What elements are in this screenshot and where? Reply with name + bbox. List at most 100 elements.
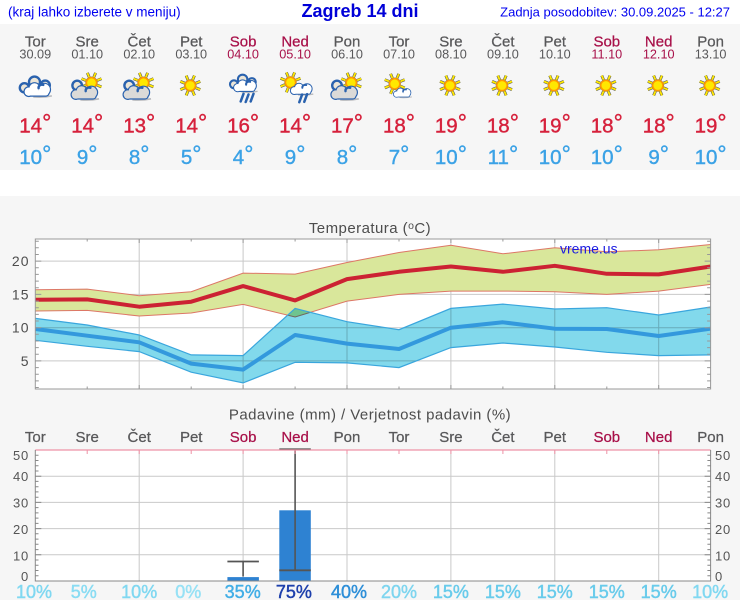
svg-text:07.10: 07.10 [383, 48, 415, 62]
svg-text:Zadnja posodobitev: 30.09.2025: Zadnja posodobitev: 30.09.2025 - 12:27 [500, 5, 730, 20]
svg-text:15%: 15% [433, 582, 469, 600]
svg-text:30: 30 [13, 496, 29, 511]
svg-text:5°: 5° [181, 141, 202, 169]
svg-text:17°: 17° [331, 109, 363, 137]
svg-text:Pet: Pet [180, 34, 203, 51]
svg-text:5: 5 [21, 353, 30, 369]
svg-text:12.10: 12.10 [643, 48, 675, 62]
svg-text:10: 10 [13, 549, 29, 564]
svg-text:Sob: Sob [593, 429, 620, 446]
svg-text:Sre: Sre [76, 429, 99, 446]
svg-text:30: 30 [715, 496, 731, 511]
svg-text:Čet: Čet [128, 34, 152, 51]
svg-text:Sob: Sob [230, 34, 257, 51]
svg-text:Sob: Sob [593, 34, 620, 51]
svg-text:13.10: 13.10 [695, 48, 727, 62]
svg-text:Tor: Tor [389, 34, 410, 51]
svg-text:Zagreb 14 dni: Zagreb 14 dni [301, 1, 418, 21]
svg-text:4°: 4° [233, 141, 254, 169]
svg-text:Sre: Sre [439, 34, 462, 51]
svg-text:16°: 16° [227, 109, 259, 137]
svg-text:10°: 10° [19, 141, 51, 169]
svg-text:08.10: 08.10 [435, 48, 467, 62]
svg-text:Pet: Pet [544, 429, 567, 446]
svg-text:10%: 10% [121, 582, 157, 600]
svg-text:14°: 14° [279, 109, 311, 137]
svg-text:10°: 10° [591, 141, 623, 169]
svg-text:0%: 0% [175, 582, 201, 600]
svg-text:8°: 8° [337, 141, 358, 169]
svg-text:9°: 9° [648, 141, 669, 169]
svg-text:50: 50 [715, 448, 731, 463]
svg-text:03.10: 03.10 [175, 48, 207, 62]
svg-text:04.10: 04.10 [227, 48, 259, 62]
svg-text:15%: 15% [589, 582, 625, 600]
svg-text:9°: 9° [285, 141, 306, 169]
svg-text:10: 10 [12, 320, 30, 336]
svg-text:Tor: Tor [25, 429, 46, 446]
svg-text:18°: 18° [643, 109, 675, 137]
svg-text:10°: 10° [695, 141, 727, 169]
svg-text:Pet: Pet [544, 34, 567, 51]
svg-text:19°: 19° [435, 109, 467, 137]
svg-text:Pon: Pon [697, 429, 724, 446]
svg-text:Pon: Pon [334, 34, 361, 51]
svg-text:18°: 18° [383, 109, 415, 137]
svg-text:Ned: Ned [645, 429, 673, 446]
svg-text:Ned: Ned [645, 34, 673, 51]
svg-text:10%: 10% [16, 582, 52, 600]
svg-text:01.10: 01.10 [71, 48, 103, 62]
svg-text:15%: 15% [537, 582, 573, 600]
svg-text:15: 15 [12, 286, 30, 302]
svg-text:Tor: Tor [25, 34, 46, 51]
svg-text:Pon: Pon [334, 429, 361, 446]
svg-text:14°: 14° [71, 109, 103, 137]
svg-text:Čet: Čet [128, 429, 152, 446]
svg-text:18°: 18° [487, 109, 519, 137]
svg-text:20: 20 [715, 522, 731, 537]
svg-text:Sre: Sre [76, 34, 99, 51]
svg-text:14°: 14° [175, 109, 207, 137]
svg-text:5%: 5% [71, 582, 97, 600]
svg-text:06.10: 06.10 [331, 48, 363, 62]
svg-text:02.10: 02.10 [123, 48, 155, 62]
svg-text:20: 20 [12, 253, 30, 269]
svg-text:(kraj lahko izberete v meniju): (kraj lahko izberete v meniju) [8, 5, 181, 20]
svg-text:15%: 15% [485, 582, 521, 600]
svg-text:8°: 8° [129, 141, 150, 169]
svg-text:14°: 14° [19, 109, 51, 137]
svg-text:Tor: Tor [389, 429, 410, 446]
svg-text:30.09: 30.09 [19, 48, 51, 62]
svg-text:Sob: Sob [230, 429, 257, 446]
svg-text:Čet: Čet [491, 429, 515, 446]
svg-text:vreme.us: vreme.us [560, 241, 618, 257]
svg-text:Temperatura (oC): Temperatura (oC) [309, 220, 431, 237]
svg-text:75%: 75% [276, 582, 312, 600]
svg-text:40: 40 [715, 469, 731, 484]
svg-text:18°: 18° [591, 109, 623, 137]
svg-text:10°: 10° [539, 141, 571, 169]
svg-text:10%: 10% [692, 582, 728, 600]
svg-text:Pon: Pon [697, 34, 724, 51]
svg-text:19°: 19° [539, 109, 571, 137]
svg-text:09.10: 09.10 [487, 48, 519, 62]
svg-text:Ned: Ned [281, 34, 309, 51]
svg-text:Padavine (mm) / Verjetnost pad: Padavine (mm) / Verjetnost padavin (%) [229, 407, 511, 424]
svg-text:0: 0 [715, 569, 723, 584]
svg-text:20%: 20% [381, 582, 417, 600]
svg-text:7°: 7° [389, 141, 410, 169]
svg-text:13°: 13° [123, 109, 155, 137]
svg-text:10.10: 10.10 [539, 48, 571, 62]
svg-text:Ned: Ned [281, 429, 309, 446]
svg-text:20: 20 [13, 522, 29, 537]
svg-text:Sre: Sre [439, 429, 462, 446]
svg-text:50: 50 [13, 448, 29, 463]
svg-text:15%: 15% [641, 582, 677, 600]
svg-text:05.10: 05.10 [279, 48, 311, 62]
svg-text:Pet: Pet [180, 429, 203, 446]
svg-text:Čet: Čet [491, 34, 515, 51]
svg-text:9°: 9° [77, 141, 98, 169]
svg-text:35%: 35% [225, 582, 261, 600]
svg-text:10°: 10° [435, 141, 467, 169]
svg-text:10: 10 [715, 549, 731, 564]
